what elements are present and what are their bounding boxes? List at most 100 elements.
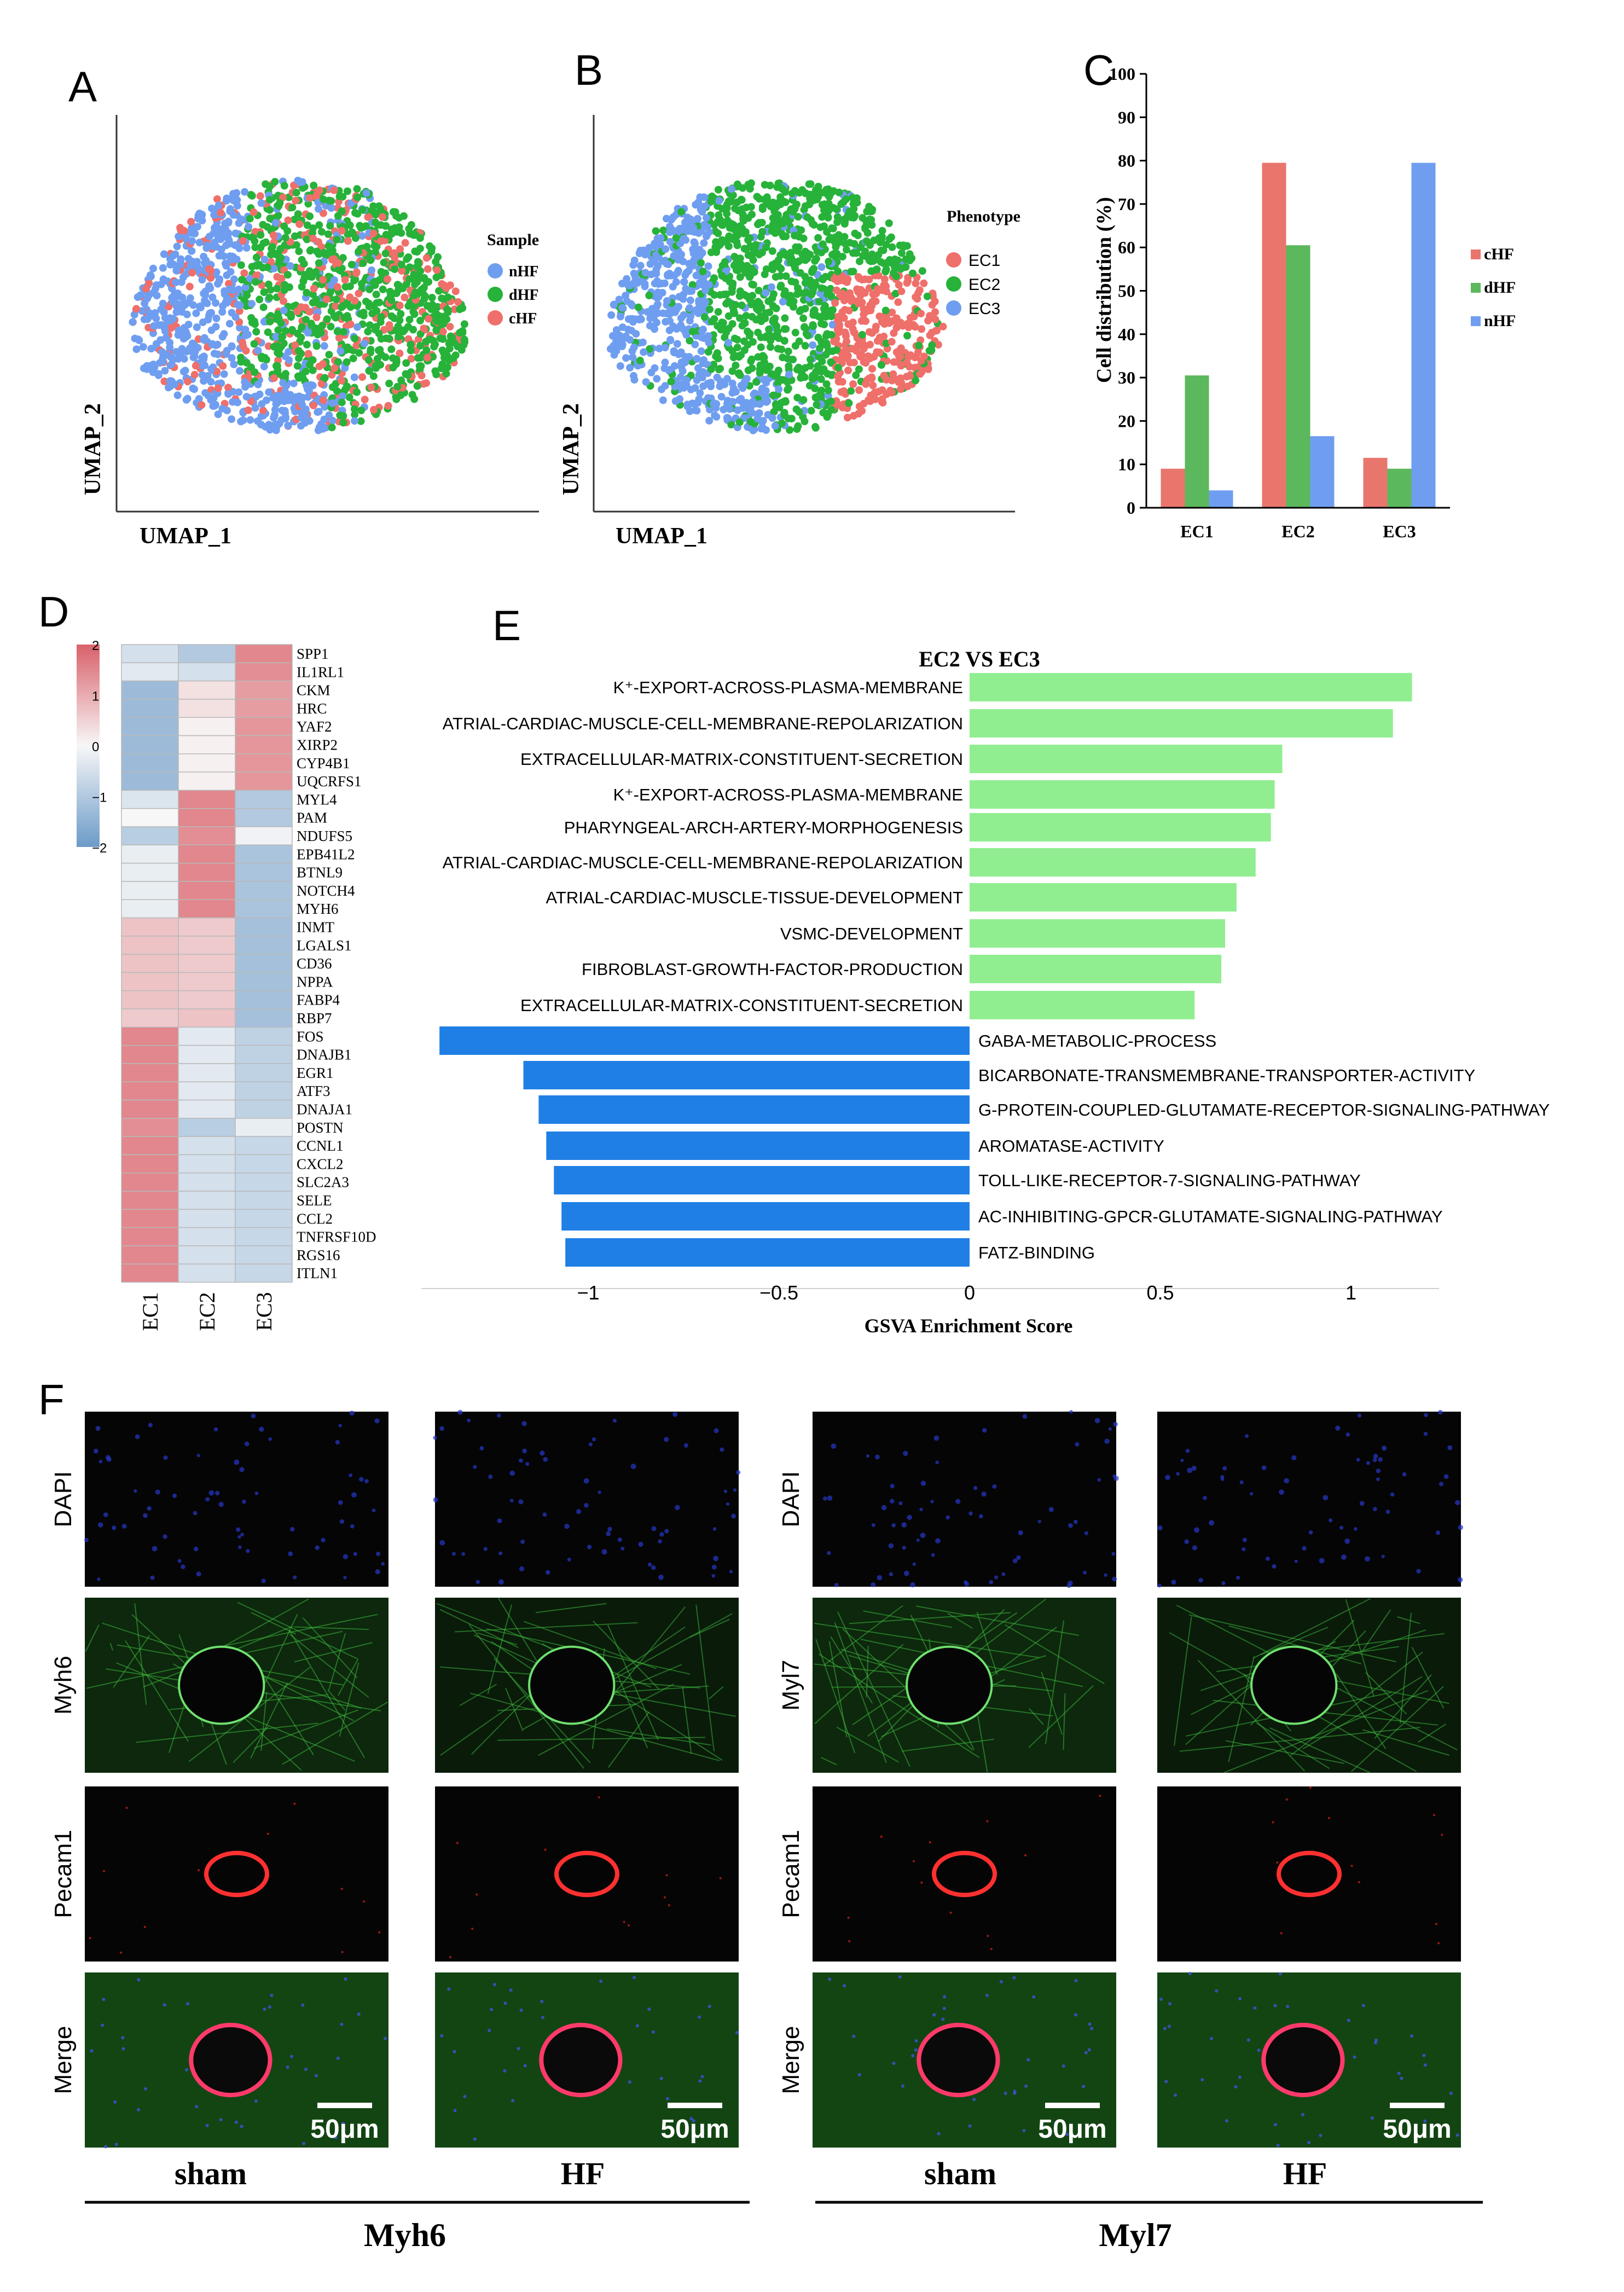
umap-point — [806, 251, 814, 259]
legend-c-item-dhf: dHF — [1471, 278, 1516, 297]
umap-point — [401, 326, 409, 334]
nucleus-dot — [522, 1448, 527, 1454]
merge-nucleus — [968, 2124, 972, 2128]
umap-point — [160, 324, 169, 332]
umap-point — [791, 264, 799, 272]
merge-nucleus — [1012, 1976, 1016, 1980]
umap-point — [328, 383, 337, 391]
group-label-myh6: Myh6 — [364, 2217, 446, 2253]
umap-point — [372, 323, 380, 331]
umap-point — [298, 323, 306, 331]
umap-point — [385, 379, 393, 387]
umap-point — [173, 242, 181, 251]
nucleus-dot — [193, 1546, 199, 1552]
umap-point — [237, 353, 245, 362]
umap-point — [677, 251, 686, 259]
nucleus-dot — [509, 1499, 514, 1502]
umap-point — [781, 198, 790, 206]
merge-nucleus — [523, 2064, 527, 2068]
nucleus-dot — [98, 1459, 103, 1464]
umap-point — [445, 356, 453, 364]
umap-point — [736, 273, 744, 281]
umap-point — [186, 294, 194, 302]
heatmap-colorbar-tick: −1 — [92, 791, 107, 805]
umap-point — [740, 337, 749, 345]
umap-point — [648, 311, 657, 319]
nucleus-dot — [1366, 1461, 1370, 1465]
umap-point — [240, 269, 248, 277]
nucleus-dot — [979, 1514, 983, 1518]
fiber-line — [207, 1614, 378, 1650]
umap-point — [821, 200, 829, 208]
nucleus-dot — [461, 1552, 466, 1556]
umap-point — [886, 256, 894, 264]
heatmap-cell — [178, 753, 236, 773]
merge-nucleus — [186, 2002, 190, 2006]
umap-point — [319, 396, 327, 404]
umap-point — [365, 367, 373, 375]
heatmap-cell — [121, 662, 179, 682]
umap-point — [265, 206, 274, 214]
nucleus-dot — [148, 1423, 153, 1428]
nucleus-dot — [1402, 1472, 1407, 1477]
umap-point — [751, 389, 759, 397]
pecam-speck — [544, 1848, 547, 1851]
umap-point — [679, 295, 687, 303]
umap-point — [356, 222, 364, 230]
nucleus-dot — [946, 1515, 950, 1520]
umap-point — [833, 286, 840, 294]
umap-point — [456, 329, 464, 337]
umap-point — [323, 315, 331, 323]
umap-point — [324, 230, 332, 238]
umap-point — [368, 266, 375, 274]
nucleus-dot — [196, 1454, 200, 1458]
nucleus-dot — [349, 1473, 353, 1477]
bar-c-y-tick-label: 80 — [1118, 151, 1135, 171]
umap-point — [734, 206, 743, 214]
umap-point — [636, 262, 645, 270]
umap-point — [868, 365, 876, 373]
nucleus-dot — [1187, 1467, 1193, 1473]
umap-point — [879, 399, 887, 407]
nucleus-dot — [910, 1582, 915, 1588]
umap-point — [707, 379, 715, 387]
fiber-line — [337, 1658, 359, 1696]
umap-point — [328, 256, 336, 264]
umap-point — [856, 350, 864, 358]
umap-b-ylabel: UMAP_2 — [559, 403, 584, 495]
gsva-bar — [523, 1061, 970, 1089]
umap-point — [681, 358, 689, 367]
nucleus-dot — [1069, 1410, 1073, 1414]
gsva-term-label: BICARBONATE-TRANSMEMBRANE-TRANSPORTER-AC… — [978, 1066, 1475, 1085]
pecam-speck — [341, 1951, 344, 1953]
umap-point — [307, 320, 315, 328]
umap-point — [387, 345, 396, 353]
umap-point — [303, 288, 311, 297]
nucleus-dot — [237, 1535, 241, 1539]
umap-point — [801, 417, 809, 426]
pecam-speck — [102, 1870, 105, 1872]
umap-point — [415, 362, 424, 370]
micrograph-tile — [813, 1412, 1116, 1587]
umap-point — [809, 219, 816, 228]
umap-point — [192, 309, 200, 317]
merge-nucleus — [1449, 2091, 1453, 2095]
nucleus-dot — [218, 1501, 224, 1507]
umap-point — [376, 361, 385, 369]
fiber-line — [294, 1626, 369, 1630]
heatmap-cell — [235, 790, 293, 809]
heatmap-cell — [235, 936, 293, 955]
umap-point — [247, 191, 255, 199]
umap-point — [730, 253, 739, 261]
merge-nucleus — [1301, 2113, 1304, 2116]
umap-point — [762, 392, 770, 400]
fiber-line — [289, 1634, 369, 1698]
umap-point — [700, 334, 708, 342]
umap-point — [330, 186, 338, 194]
heatmap-cell — [178, 862, 236, 882]
umap-point — [858, 330, 866, 339]
umap-point — [727, 421, 735, 428]
merge-nucleus — [1273, 2123, 1277, 2127]
umap-point — [343, 187, 351, 195]
umap-point — [754, 328, 762, 336]
